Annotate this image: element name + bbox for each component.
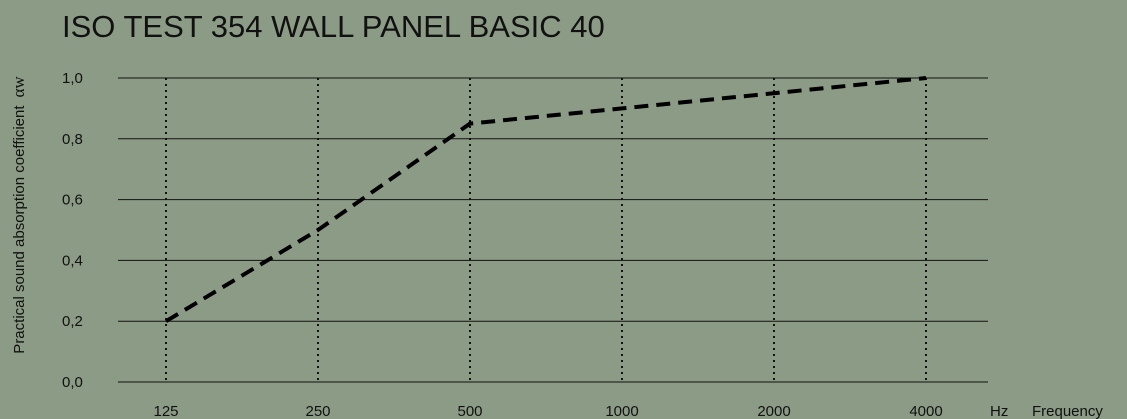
x-tick-label: 2000 — [757, 403, 790, 419]
y-tick-label: 0,2 — [62, 313, 83, 330]
y-tick-labels: 0,0 0,2 0,4 0,6 0,8 1,0 — [62, 70, 83, 391]
x-tick-label: 250 — [305, 403, 330, 419]
x-tick-label: 500 — [457, 403, 482, 419]
y-axis-label: Practical sound absorption coefficient αw — [9, 76, 28, 354]
horizontal-gridlines — [118, 77, 988, 383]
y-axis-label-group: Practical sound absorption coefficient αw — [9, 76, 28, 354]
y-tick-label: 0,6 — [62, 192, 83, 209]
vertical-gridlines — [165, 78, 927, 382]
series-group — [164, 76, 927, 323]
y-tick-label: 0,8 — [62, 131, 83, 148]
y-tick-label: 0,4 — [62, 252, 83, 269]
x-tick-labels: 125 250 500 1000 2000 4000 — [153, 403, 942, 419]
x-tick-label: 125 — [153, 403, 178, 419]
x-axis-label: Frequency — [1032, 403, 1103, 419]
x-tick-label: 1000 — [605, 403, 638, 419]
x-axis-unit: Hz — [990, 403, 1008, 419]
series-line — [164, 76, 927, 323]
y-axis-label-text: Practical sound absorption coefficient — [11, 105, 28, 354]
y-axis-symbol: αw — [9, 76, 28, 98]
y-tick-label: 0,0 — [62, 374, 83, 391]
y-tick-label: 1,0 — [62, 70, 83, 87]
chart-title: ISO TEST 354 WALL PANEL BASIC 40 — [62, 9, 605, 44]
x-tick-label: 4000 — [909, 403, 942, 419]
